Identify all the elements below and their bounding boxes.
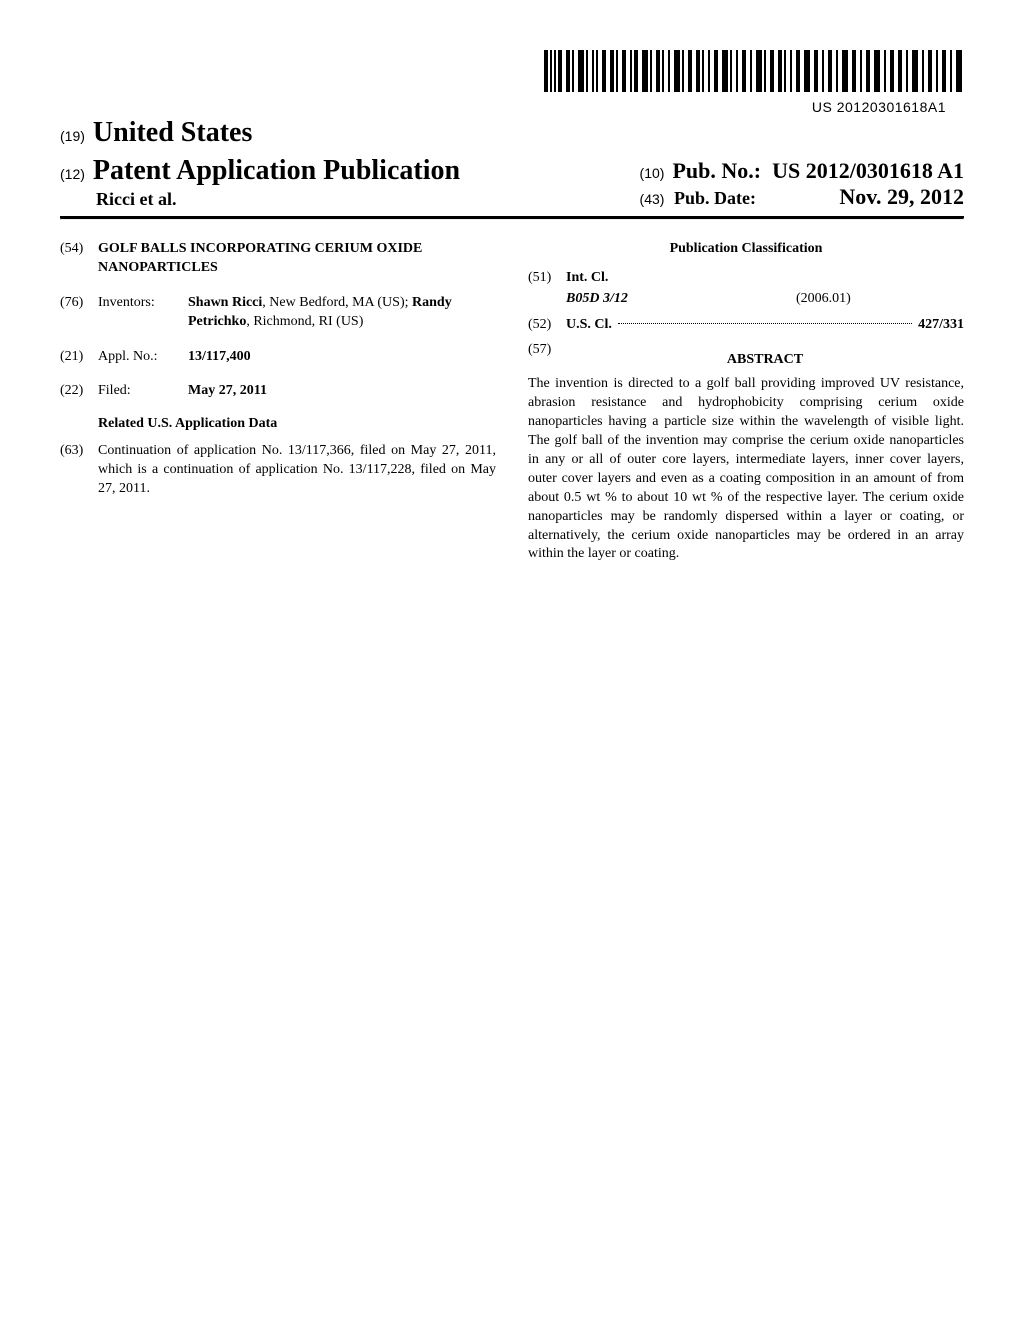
int-cl-field: (51) Int. Cl. bbox=[528, 269, 964, 288]
int-cl-code-row: B05D 3/12 (2006.01) bbox=[528, 290, 964, 309]
int-cl-date: (2006.01) bbox=[796, 290, 851, 309]
divider-line bbox=[60, 218, 964, 220]
appl-no-label: Appl. No.: bbox=[98, 348, 188, 367]
doc-type: Patent Application Publication bbox=[93, 155, 460, 187]
barcode-text: US 20120301618A1 bbox=[60, 99, 964, 115]
pub-date: Nov. 29, 2012 bbox=[839, 184, 964, 210]
pub-date-label: Pub. Date: bbox=[674, 188, 756, 208]
kind-code-12: (12) bbox=[60, 166, 85, 182]
us-cl-leader-dots bbox=[618, 311, 912, 324]
patent-page: US 20120301618A1 (19) United States (12)… bbox=[0, 0, 1024, 564]
right-column: Publication Classification (51) Int. Cl.… bbox=[528, 240, 964, 564]
filed-field: (22) Filed: May 27, 2011 bbox=[60, 382, 496, 401]
left-column: (54) GOLF BALLS INCORPORATING CERIUM OXI… bbox=[60, 240, 496, 564]
barcode-icon bbox=[544, 50, 964, 92]
related-data-heading: Related U.S. Application Data bbox=[98, 415, 496, 434]
continuation-field: (63) Continuation of application No. 13/… bbox=[60, 442, 496, 499]
inventor-loc-1: , New Bedford, MA (US); bbox=[262, 295, 412, 310]
field-63: (63) bbox=[60, 442, 98, 499]
pub-info-right: (10) Pub. No.: US 2012/0301618 A1 (43) P… bbox=[640, 158, 964, 210]
abstract-text: The invention is directed to a golf ball… bbox=[528, 375, 964, 564]
pub-no-label: Pub. No.: bbox=[672, 158, 761, 183]
field-21: (21) bbox=[60, 348, 98, 367]
title-pub-row: (12) Patent Application Publication Ricc… bbox=[60, 155, 964, 218]
field-54: (54) bbox=[60, 240, 98, 278]
inventor-name-1: Shawn Ricci bbox=[188, 295, 262, 310]
inventors-field: (76) Inventors: Shawn Ricci, New Bedford… bbox=[60, 294, 496, 332]
kind-code-19: (19) bbox=[60, 128, 85, 144]
barcode-region: US 20120301618A1 bbox=[60, 50, 964, 115]
abstract-heading-row: (57) ABSTRACT bbox=[528, 341, 964, 374]
inventors-value: Shawn Ricci, New Bedford, MA (US); Randy… bbox=[188, 294, 496, 332]
inventor-loc-2: , Richmond, RI (US) bbox=[246, 314, 363, 329]
inventors-label: Inventors: bbox=[98, 294, 188, 332]
invention-title: GOLF BALLS INCORPORATING CERIUM OXIDE NA… bbox=[98, 240, 496, 278]
int-cl-code: B05D 3/12 bbox=[528, 290, 676, 309]
abstract-heading: ABSTRACT bbox=[566, 351, 964, 370]
country-name: United States bbox=[93, 117, 252, 149]
int-cl-label: Int. Cl. bbox=[566, 269, 964, 288]
us-cl-field: (52) U.S. Cl. 427/331 bbox=[528, 315, 964, 335]
filed-value: May 27, 2011 bbox=[188, 382, 496, 401]
title-field: (54) GOLF BALLS INCORPORATING CERIUM OXI… bbox=[60, 240, 496, 278]
appl-no-value: 13/117,400 bbox=[188, 348, 496, 367]
title-left: (12) Patent Application Publication Ricc… bbox=[60, 155, 460, 210]
filed-label: Filed: bbox=[98, 382, 188, 401]
kind-code-43: (43) bbox=[640, 191, 665, 207]
field-57: (57) bbox=[528, 341, 566, 374]
us-cl-value: 427/331 bbox=[918, 316, 964, 335]
header-block: (19) United States (12) Patent Applicati… bbox=[60, 117, 964, 220]
field-52: (52) bbox=[528, 316, 566, 335]
country-row: (19) United States bbox=[60, 117, 964, 149]
continuation-text: Continuation of application No. 13/117,3… bbox=[98, 442, 496, 499]
authors-line: Ricci et al. bbox=[60, 189, 460, 210]
field-22: (22) bbox=[60, 382, 98, 401]
field-51: (51) bbox=[528, 269, 566, 288]
kind-code-10: (10) bbox=[640, 165, 665, 181]
appl-no-field: (21) Appl. No.: 13/117,400 bbox=[60, 348, 496, 367]
body-columns: (54) GOLF BALLS INCORPORATING CERIUM OXI… bbox=[60, 240, 964, 564]
pub-no: US 2012/0301618 A1 bbox=[772, 158, 964, 183]
field-76: (76) bbox=[60, 294, 98, 332]
pub-classification-heading: Publication Classification bbox=[528, 240, 964, 259]
us-cl-label: U.S. Cl. bbox=[566, 316, 612, 335]
